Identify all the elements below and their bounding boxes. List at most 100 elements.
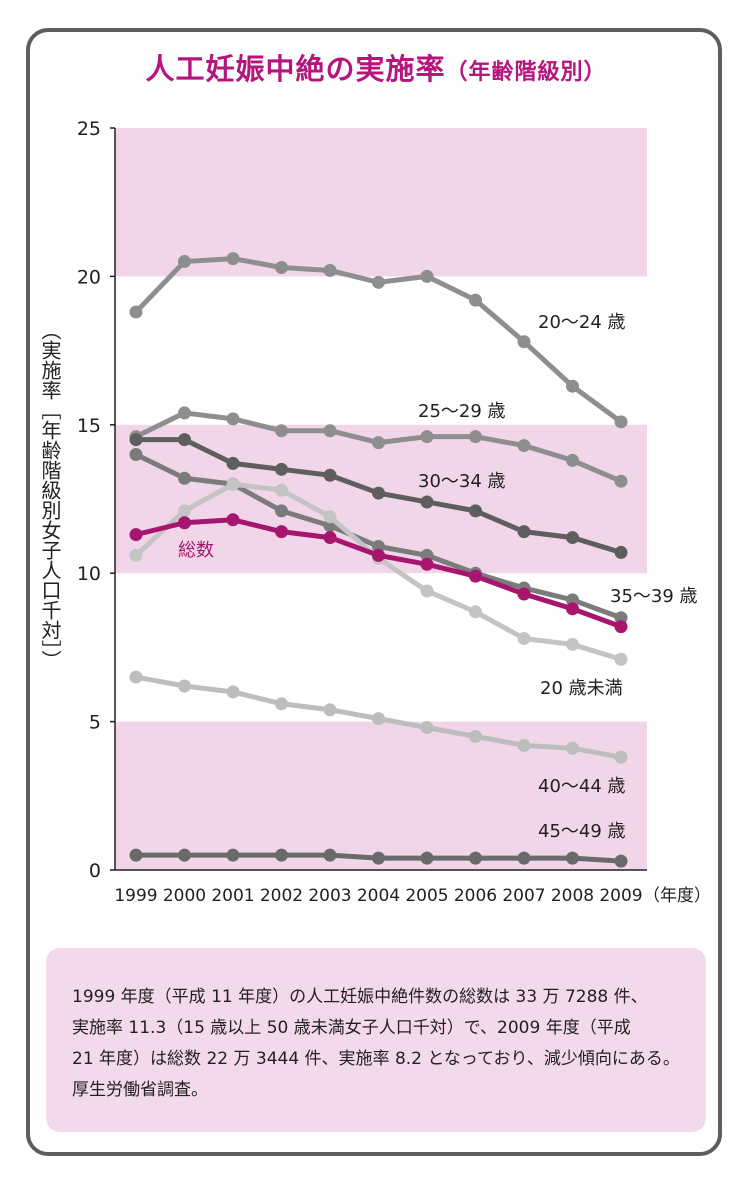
series-labels: 20〜24 歳 25〜29 歳 30〜34 歳 35〜39 歳 20 歳未満 40〜44 … [178, 312, 698, 842]
y-axis-label: （実施率［年齢階級別女子人口千対］） [38, 320, 62, 670]
data-point [275, 424, 288, 438]
data-point [275, 504, 288, 518]
data-point [372, 851, 385, 865]
y-tick-label: 25 [77, 118, 101, 140]
data-point [129, 548, 143, 562]
x-axis-label: （年度） [643, 886, 711, 906]
data-point [566, 637, 579, 651]
data-point [178, 516, 191, 530]
data-point [517, 525, 531, 539]
data-point [566, 453, 579, 467]
line-chart: 0 5 10 15 20 25 1999 2000 2001 2002 2003 2004 2005 20… [77, 118, 711, 906]
data-point [372, 275, 385, 289]
data-point [614, 545, 628, 559]
data-point [517, 738, 531, 752]
data-point [614, 611, 628, 625]
data-point [517, 587, 531, 601]
data-point [323, 424, 337, 438]
data-point [614, 620, 628, 634]
data-point [420, 548, 434, 562]
data-point [226, 513, 240, 527]
data-point [129, 528, 143, 542]
data-point [420, 584, 434, 598]
data-point [372, 548, 385, 562]
data-point [226, 685, 240, 699]
data-point [275, 697, 288, 711]
data-point [566, 531, 579, 545]
chart-axes: 0 5 10 15 20 25 1999 2000 2001 2002 2003 2004 2005 20… [77, 118, 711, 906]
series-label: 総数 [178, 540, 214, 561]
data-point [275, 260, 288, 274]
data-point [275, 525, 288, 539]
data-point [372, 539, 385, 553]
data-point [323, 468, 337, 482]
x-tick-label: 2002 [260, 886, 303, 906]
data-point [275, 483, 288, 497]
data-point [420, 495, 434, 509]
data-point [129, 447, 143, 461]
data-point [323, 848, 337, 862]
data-point [469, 293, 482, 307]
data-point [566, 741, 579, 755]
data-point [614, 474, 628, 488]
data-point [129, 433, 143, 447]
data-point [178, 433, 191, 447]
data-point [469, 504, 482, 518]
data-point [517, 631, 531, 645]
data-point [517, 851, 531, 865]
data-point [469, 430, 482, 444]
data-point [566, 379, 579, 393]
data-point [469, 569, 482, 583]
data-point [614, 415, 628, 429]
footnote-line: 実施率 11.3（15 歳以上 50 歳未満女子人口千対）で、2009 年度（平… [72, 1018, 631, 1038]
data-point [275, 848, 288, 862]
data-point [129, 305, 143, 319]
data-point [420, 430, 434, 444]
data-point [566, 593, 579, 607]
data-point [420, 557, 434, 571]
y-tick-label: 0 [89, 860, 101, 882]
data-point [517, 439, 531, 453]
footnote-line: 21 年度）は総数 22 万 3444 件、実施率 8.2 となっており、減少傾… [72, 1049, 680, 1069]
data-point [517, 335, 531, 349]
footnote-box: 1999 年度（平成 11 年度）の人工妊娠中絶件数の総数は 33 万 7288… [46, 948, 706, 1132]
footnote-line: 1999 年度（平成 11 年度）の人工妊娠中絶件数の総数は 33 万 7288… [72, 987, 648, 1007]
chart-title-sub: （年齢階級別） [445, 60, 607, 85]
data-point [178, 504, 191, 518]
data-point [469, 729, 482, 743]
series-label: 25〜29 歳 [418, 401, 506, 422]
data-point [129, 848, 143, 862]
data-point [566, 851, 579, 865]
series-label: 40〜44 歳 [538, 776, 626, 797]
data-point [323, 531, 337, 545]
data-point [372, 712, 385, 726]
data-point [226, 477, 240, 491]
data-point [323, 703, 337, 717]
data-point [323, 263, 337, 277]
data-point [614, 750, 628, 764]
data-point [469, 851, 482, 865]
data-point [226, 412, 240, 426]
data-point [323, 510, 337, 524]
plot-band [115, 128, 647, 277]
chart-title: 人工妊娠中絶の実施率（年齢階級別） [0, 46, 752, 88]
data-point [372, 436, 385, 450]
data-point [178, 255, 191, 269]
data-point [614, 652, 628, 666]
x-tick-label: 2008 [551, 886, 594, 906]
series-label: 45〜49 歳 [538, 821, 626, 842]
footnote-line: 厚生労働省調査。 [72, 1080, 208, 1100]
x-tick-label: 2003 [308, 886, 351, 906]
data-point [420, 851, 434, 865]
x-tick-label: 1999 [114, 886, 157, 906]
x-tick-label: 2006 [454, 886, 497, 906]
data-point [178, 848, 191, 862]
data-point [469, 605, 482, 619]
chart-title-main: 人工妊娠中絶の実施率 [145, 52, 446, 86]
x-tick-label: 2009 [599, 886, 642, 906]
y-tick-label: 15 [77, 415, 101, 437]
series-label: 20〜24 歳 [538, 312, 626, 333]
data-point [420, 721, 434, 735]
y-tick-label: 10 [77, 563, 101, 585]
x-tick-label: 2001 [211, 886, 254, 906]
